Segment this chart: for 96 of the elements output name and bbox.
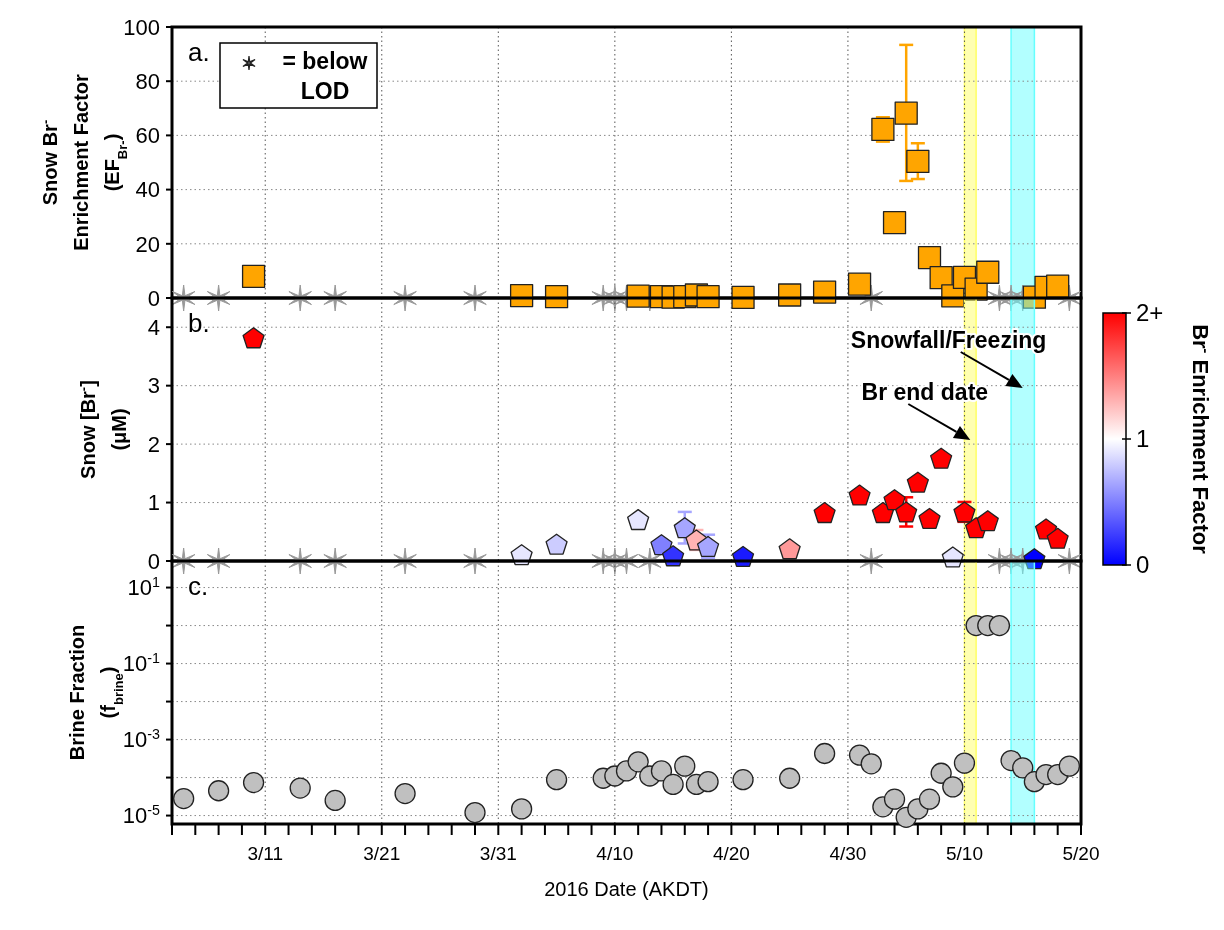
point bbox=[1058, 755, 1080, 777]
point bbox=[871, 501, 894, 524]
point bbox=[906, 471, 929, 493]
point bbox=[697, 771, 719, 793]
point bbox=[906, 149, 930, 174]
y-tick-label: 20 bbox=[135, 231, 160, 257]
point bbox=[464, 801, 486, 824]
x-tick-label: 3/11 bbox=[247, 843, 284, 864]
point bbox=[323, 284, 347, 312]
point bbox=[882, 211, 907, 235]
point bbox=[206, 547, 231, 575]
point bbox=[1012, 757, 1034, 779]
y-tick-label: 10$^{1}$ bbox=[127, 574, 161, 601]
point bbox=[463, 547, 487, 575]
point bbox=[674, 755, 696, 777]
point bbox=[883, 788, 906, 810]
point bbox=[288, 547, 312, 575]
point bbox=[860, 753, 882, 775]
point bbox=[650, 760, 673, 782]
color-bar-label: 2+ bbox=[1136, 299, 1164, 327]
point bbox=[895, 501, 918, 523]
y-tick-label: 0 bbox=[147, 285, 160, 311]
y-tick-label: 40 bbox=[135, 177, 160, 203]
annotation: c. bbox=[188, 571, 209, 601]
point bbox=[394, 782, 416, 805]
point bbox=[778, 538, 801, 560]
point bbox=[242, 771, 265, 794]
legend-label: = below LOD bbox=[282, 48, 368, 104]
y-tick-label: 100 bbox=[123, 14, 160, 40]
point bbox=[323, 547, 347, 575]
point bbox=[206, 284, 231, 312]
y-tick-label: 60 bbox=[135, 123, 160, 149]
y-tick-label: 3 bbox=[147, 373, 160, 399]
point bbox=[393, 284, 417, 312]
point bbox=[813, 501, 836, 524]
point bbox=[1046, 527, 1069, 549]
y-tick-label: 2 bbox=[147, 431, 160, 457]
point bbox=[173, 787, 195, 810]
x-tick-label: 5/10 bbox=[945, 843, 983, 864]
annotation: b. bbox=[188, 308, 210, 338]
point bbox=[241, 264, 266, 288]
y-tick-label: 10$^{-1}$ bbox=[122, 650, 161, 677]
point bbox=[732, 769, 754, 791]
color-bar-label: 0 bbox=[1136, 551, 1150, 579]
y-tick-label: 10$^{-3}$ bbox=[122, 726, 161, 753]
color-bar-label: 1 bbox=[1136, 425, 1150, 453]
point bbox=[638, 547, 662, 575]
annotation: a. bbox=[188, 37, 210, 67]
point bbox=[1057, 547, 1082, 575]
x-tick-label: 4/20 bbox=[712, 843, 750, 864]
point bbox=[813, 742, 836, 765]
point bbox=[627, 751, 649, 773]
point bbox=[463, 284, 487, 312]
y-tick-label: 4 bbox=[147, 314, 160, 340]
y-tick-label: 0 bbox=[147, 548, 160, 574]
point bbox=[894, 101, 918, 125]
point bbox=[847, 272, 872, 296]
point bbox=[1046, 274, 1070, 298]
x-tick-label: 4/30 bbox=[829, 843, 867, 864]
point bbox=[545, 533, 568, 555]
y-tick-label: 10$^{-5}$ bbox=[122, 802, 161, 829]
point bbox=[171, 284, 196, 312]
y-tick-label: 1 bbox=[147, 490, 160, 516]
point bbox=[988, 614, 1011, 637]
x-tick-label: 5/20 bbox=[1062, 843, 1100, 864]
point bbox=[918, 788, 941, 810]
point bbox=[242, 327, 265, 349]
point bbox=[953, 752, 976, 774]
point bbox=[207, 780, 230, 802]
x-tick-label: 4/10 bbox=[596, 843, 634, 864]
point bbox=[614, 547, 639, 575]
point bbox=[976, 260, 1000, 284]
x-tick-label: 3/31 bbox=[479, 843, 517, 864]
point bbox=[171, 547, 196, 575]
point bbox=[627, 508, 650, 531]
point bbox=[917, 245, 942, 270]
point bbox=[662, 773, 684, 796]
point bbox=[288, 284, 312, 312]
point bbox=[930, 762, 952, 784]
x-axis-title: 2016 Date (AKDT) bbox=[544, 878, 709, 900]
point bbox=[779, 767, 801, 789]
point bbox=[289, 777, 311, 799]
point bbox=[848, 484, 871, 506]
point bbox=[976, 510, 999, 532]
point bbox=[883, 489, 906, 511]
point bbox=[324, 789, 346, 812]
point bbox=[393, 547, 417, 575]
point bbox=[545, 769, 568, 791]
point bbox=[918, 507, 941, 529]
point bbox=[673, 517, 696, 539]
x-tick-label: 3/21 bbox=[363, 843, 401, 864]
y-tick-label: 80 bbox=[135, 68, 160, 94]
point bbox=[859, 547, 883, 575]
point bbox=[942, 776, 964, 798]
point bbox=[930, 447, 953, 469]
point bbox=[510, 798, 533, 820]
